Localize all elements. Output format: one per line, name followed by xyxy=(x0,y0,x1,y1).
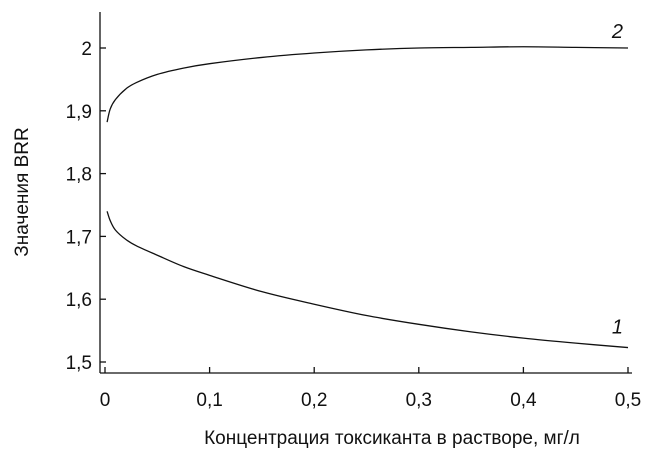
y-tick-label: 1,6 xyxy=(66,290,92,311)
y-tick-label: 1,7 xyxy=(66,227,92,248)
series-group xyxy=(106,46,629,349)
axes: 1,5 1,6 1,7 1,8 1,9 2 0 0,1 0,2 0,3 0,4 0,5 xyxy=(66,12,641,411)
x-tick-label: 0,5 xyxy=(615,390,641,411)
x-tick-label: 0,4 xyxy=(510,390,537,411)
x-axis-title: Концентрация токсиканта в растворе, мг/л xyxy=(204,428,580,449)
x-tick-label: 0,2 xyxy=(301,390,327,411)
series-2-label: 2 xyxy=(611,21,623,43)
y-tick-label: 1,8 xyxy=(66,165,92,186)
y-tick-label: 1,5 xyxy=(66,353,92,374)
labels: 12 xyxy=(611,21,623,339)
series-2-line xyxy=(106,46,629,123)
y-tick-label: 2 xyxy=(81,39,92,60)
x-tick-label: 0 xyxy=(100,390,111,411)
x-tick-label: 0,3 xyxy=(406,390,432,411)
series-1-line xyxy=(106,211,629,349)
y-axis-title: Значения BRR xyxy=(12,127,33,256)
x-tick-label: 0,1 xyxy=(196,390,222,411)
series-1-label: 1 xyxy=(612,317,623,339)
y-tick-label: 1,9 xyxy=(66,102,92,123)
